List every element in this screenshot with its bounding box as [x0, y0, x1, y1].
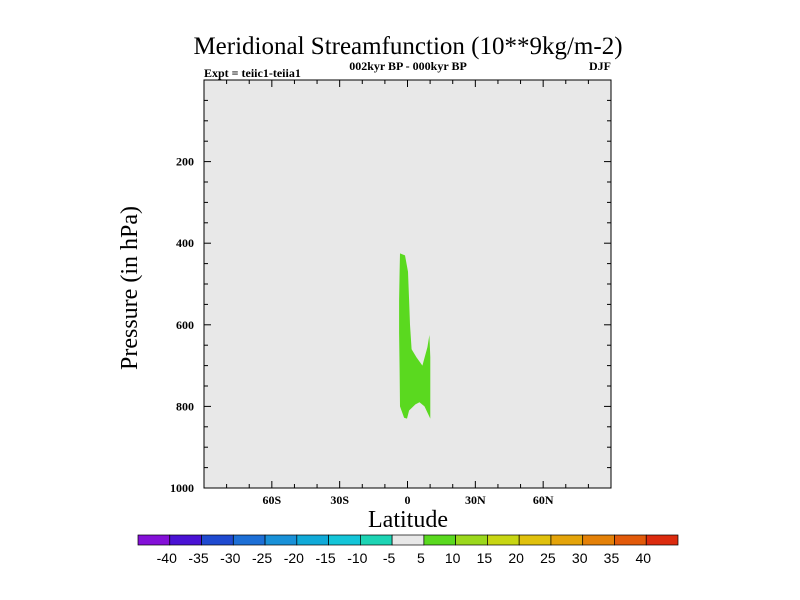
colorbar-label: -25 [252, 550, 272, 566]
colorbar-label: -10 [347, 550, 367, 566]
experiment-label: Expt = teiic1-teiia1 [204, 66, 301, 80]
colorbar-swatch-16 [645, 534, 679, 546]
colorbar-swatch-0 [137, 534, 171, 546]
x-tick-label: 0 [405, 493, 411, 507]
colorbar-swatch-5 [296, 534, 329, 546]
contour-fill-layer [399, 253, 431, 419]
colorbar-swatch-15 [614, 534, 647, 546]
x-axis-label: Latitude [368, 507, 448, 533]
x-tick-label: 30S [330, 493, 349, 507]
x-tick-label: 30N [465, 493, 486, 507]
y-tick-label: 400 [176, 236, 194, 250]
colorbar-swatch-13 [550, 534, 584, 546]
colorbar-label: -30 [220, 550, 240, 566]
y-tick-label: 600 [176, 318, 194, 332]
colorbar-swatch-14 [582, 534, 615, 546]
season-label: DJF [589, 59, 611, 73]
colorbar-label: 20 [508, 550, 524, 566]
colorbar: -40 -35 -30 -25 -20 -15 -10 -5 5 10 15 20 25 30 35 40 [137, 534, 679, 566]
colorbar-label: 30 [572, 550, 588, 566]
colorbar-label: -15 [315, 550, 335, 566]
colorbar-swatch-4 [264, 534, 298, 546]
y-tick-label: 800 [176, 399, 194, 413]
colorbar-label: 25 [540, 550, 556, 566]
y-axis-label: Pressure (in hPa) [117, 206, 143, 370]
colorbar-swatch-6 [328, 534, 361, 546]
colorbar-label: 15 [477, 550, 493, 566]
colorbar-swatch-10 [455, 534, 488, 546]
x-tick-label: 60N [533, 493, 554, 507]
colorbar-swatch-8 [391, 534, 425, 546]
colorbar-swatch-9 [423, 534, 456, 546]
colorbar-swatch-11 [487, 534, 520, 546]
colorbar-swatch-7 [360, 534, 393, 546]
y-tick-label: 200 [176, 155, 194, 169]
y-axis-ticks: 200 400 600 800 1000 [170, 79, 611, 495]
colorbar-label: 35 [604, 550, 620, 566]
colorbar-label: -35 [188, 550, 208, 566]
colorbar-swatch-2 [201, 534, 234, 546]
colorbar-swatch-1 [169, 534, 202, 546]
colorbar-label: -20 [284, 550, 304, 566]
colorbar-label: -5 [383, 550, 396, 566]
colorbar-label: 5 [417, 550, 425, 566]
time-range-label: 002kyr BP - 000kyr BP [349, 59, 467, 73]
chart-title: Meridional Streamfunction (10**9kg/m-2) [193, 33, 622, 60]
colorbar-swatch-3 [232, 534, 266, 546]
y-tick-label: 1000 [170, 481, 194, 495]
colorbar-label: 10 [445, 550, 461, 566]
colorbar-swatch-12 [518, 534, 552, 546]
contour-region-0 [399, 253, 431, 419]
x-tick-label: 60S [262, 493, 281, 507]
x-axis-ticks: 60S 30S 0 30N 60N [203, 80, 612, 507]
colorbar-label: -40 [157, 550, 177, 566]
colorbar-label: 40 [635, 550, 651, 566]
